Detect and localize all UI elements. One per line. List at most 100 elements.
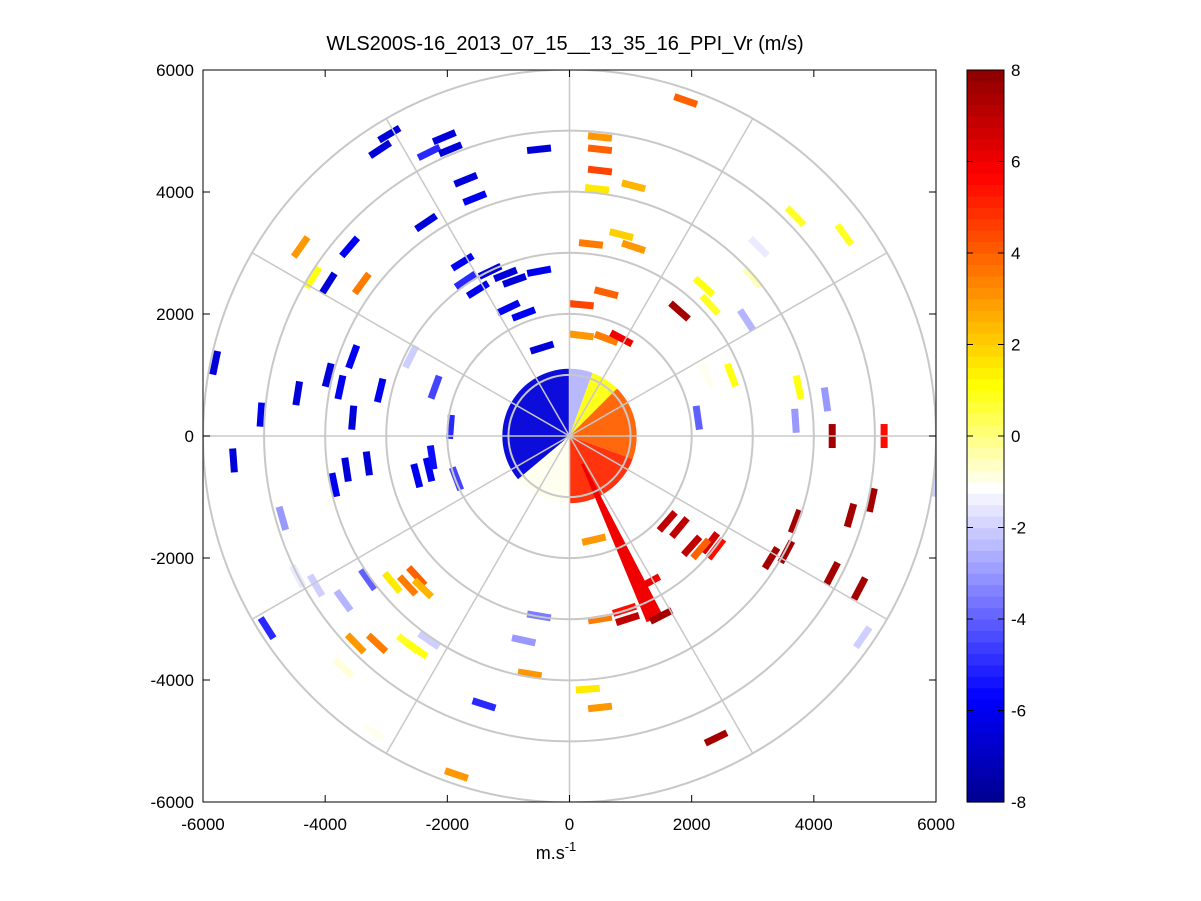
colorbar-swatch xyxy=(967,504,1004,517)
range-gate-point xyxy=(581,533,607,546)
range-gate-point xyxy=(703,729,729,747)
colorbar-swatch xyxy=(967,287,1004,300)
colorbar-swatch xyxy=(967,390,1004,403)
colorbar-tick-label: 4 xyxy=(1011,244,1020,263)
range-gate-point xyxy=(692,275,716,298)
range-gate-point xyxy=(587,144,613,155)
range-gate-point xyxy=(621,179,647,193)
range-gate-point xyxy=(411,577,434,600)
colorbar-swatch xyxy=(967,664,1004,677)
colorbar-swatch xyxy=(967,493,1004,506)
range-gate-point xyxy=(417,630,441,651)
range-gate-point xyxy=(426,444,438,470)
colorbar-swatch xyxy=(967,630,1004,643)
colorbar-swatch xyxy=(967,401,1004,414)
range-gate-point xyxy=(692,405,703,431)
azimuth-spoke xyxy=(568,435,754,754)
range-gate-point xyxy=(705,537,727,561)
range-gate-point xyxy=(569,330,595,341)
range-gate-point xyxy=(742,266,764,289)
colorbar-swatch xyxy=(967,710,1004,723)
azimuth-spoke xyxy=(568,118,754,437)
colorbar-swatch xyxy=(967,218,1004,231)
colorbar-swatch xyxy=(967,298,1004,311)
range-gate-point xyxy=(784,205,807,228)
range-gate-point xyxy=(787,508,804,534)
colorbar-swatch xyxy=(967,104,1004,117)
range-gate-point xyxy=(465,280,490,299)
range-gate-point xyxy=(621,239,647,255)
range-gate-point xyxy=(344,632,367,655)
azimuth-spoke xyxy=(569,435,888,620)
colorbar-swatch xyxy=(967,447,1004,460)
range-gate-point xyxy=(443,767,469,782)
colorbar-swatch xyxy=(967,744,1004,757)
y-tick-label: -6000 xyxy=(151,793,194,812)
range-gate-point xyxy=(229,448,238,473)
chart-title: WLS200S-16_2013_07_15__13_35_16_PPI_Vr (… xyxy=(326,33,803,55)
range-gate-point xyxy=(673,93,699,108)
range-gate-point xyxy=(341,457,352,483)
colorbar-swatch xyxy=(967,161,1004,174)
range-gate-point xyxy=(511,306,537,322)
range-gate-point xyxy=(362,451,373,476)
range-gate-point xyxy=(668,300,691,322)
range-gate-point xyxy=(368,139,393,159)
colorbar-swatch xyxy=(967,699,1004,712)
colorbar-swatch xyxy=(967,653,1004,666)
range-gate-point xyxy=(575,684,601,694)
colorbar-swatch xyxy=(967,413,1004,426)
y-tick-label: -2000 xyxy=(151,549,194,568)
colorbar-swatch xyxy=(967,619,1004,632)
range-gate-point xyxy=(615,612,641,626)
range-gate-point xyxy=(698,362,715,388)
range-gate-point xyxy=(648,607,674,625)
range-gate-point xyxy=(723,362,739,388)
colorbar-tick-label: -2 xyxy=(1011,519,1026,538)
range-gate-point xyxy=(373,377,387,403)
range-gate-point xyxy=(501,273,527,288)
range-gate-point xyxy=(406,565,428,588)
colorbar-swatch xyxy=(967,115,1004,128)
x-tick-label: 4000 xyxy=(795,815,833,834)
range-gate-point xyxy=(404,639,429,660)
colorbar-swatch xyxy=(967,458,1004,471)
colorbar-tick-label: 8 xyxy=(1011,61,1020,80)
range-gate-point xyxy=(669,516,690,539)
colorbar-swatch xyxy=(967,127,1004,140)
range-gate-point xyxy=(332,656,355,679)
center-sector xyxy=(569,368,593,436)
range-gate-point xyxy=(334,374,347,400)
colorbar-swatch xyxy=(967,607,1004,620)
x-tick-label: -6000 xyxy=(181,815,224,834)
polar-grid xyxy=(203,70,936,802)
azimuth-spoke xyxy=(385,118,571,437)
y-tick-label: 4000 xyxy=(156,183,194,202)
range-gate-point xyxy=(823,561,841,586)
colorbar: -8 -6 -4 -2 0 2 4 6 8 xyxy=(966,61,1026,812)
range-gate-point xyxy=(437,141,463,158)
colorbar-swatch xyxy=(967,538,1004,551)
azimuth-spoke xyxy=(251,252,570,437)
colorbar-swatch xyxy=(967,367,1004,380)
colorbar-swatch xyxy=(967,70,1004,83)
colorbar-swatch xyxy=(967,138,1004,151)
range-gate-point xyxy=(850,576,869,601)
colorbar-tick-label: -8 xyxy=(1011,793,1026,812)
colorbar-tick-label: -4 xyxy=(1011,610,1026,629)
colorbar-swatch xyxy=(967,264,1004,277)
range-gate-point xyxy=(333,588,354,613)
range-gate-point xyxy=(362,722,386,742)
y-tick-label: 0 xyxy=(185,427,194,446)
range-gate-point xyxy=(410,463,424,489)
range-gate-point xyxy=(761,545,781,571)
colorbar-swatch xyxy=(967,756,1004,769)
range-gate-point xyxy=(339,235,361,259)
range-gate-point xyxy=(351,271,372,296)
range-gate-point xyxy=(820,386,832,412)
range-gate-point xyxy=(377,124,402,144)
range-gate-point xyxy=(416,143,442,161)
colorbar-tick-label: 0 xyxy=(1011,427,1020,446)
range-gate-point xyxy=(290,235,311,259)
range-gate-point xyxy=(699,293,721,316)
